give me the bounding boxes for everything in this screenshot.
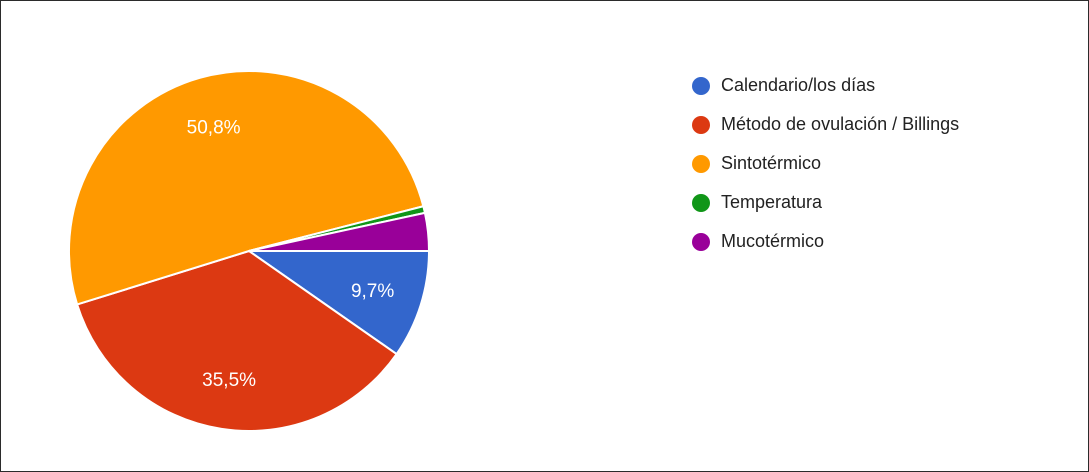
legend-item-mucotermico[interactable]: Mucotérmico: [692, 222, 959, 261]
legend: Calendario/los días Método de ovulación …: [692, 66, 959, 261]
pie-label-calendario: 9,7%: [351, 281, 394, 302]
legend-label: Sintotérmico: [721, 153, 822, 173]
pie-slice-calendario[interactable]: [248, 250, 430, 356]
legend-label: Calendario/los días: [721, 75, 876, 95]
pie-label-metodo-ovulacion: 35,5%: [202, 370, 256, 391]
legend-item-sintotermico[interactable]: Sintotérmico: [692, 144, 959, 183]
legend-swatch: [692, 154, 710, 173]
legend-swatch: [692, 76, 710, 95]
pie-slice-sintotermico[interactable]: [67, 70, 425, 306]
legend-label: Temperatura: [721, 192, 823, 212]
pie-slice-metodo-ovulacion[interactable]: [76, 250, 398, 432]
legend-label: Método de ovulación / Billings: [721, 114, 960, 134]
legend-item-calendario[interactable]: Calendario/los días: [692, 66, 959, 105]
legend-label: Mucotérmico: [721, 231, 825, 251]
legend-swatch: [692, 193, 710, 212]
pie-label-sintotermico: 50,8%: [187, 117, 241, 138]
legend-swatch: [692, 232, 710, 251]
legend-item-temperatura[interactable]: Temperatura: [692, 183, 959, 222]
pie-slice-mucotermico[interactable]: [248, 211, 430, 252]
legend-item-metodo-ovulacion[interactable]: Método de ovulación / Billings: [692, 105, 959, 144]
legend-swatch: [692, 115, 710, 134]
